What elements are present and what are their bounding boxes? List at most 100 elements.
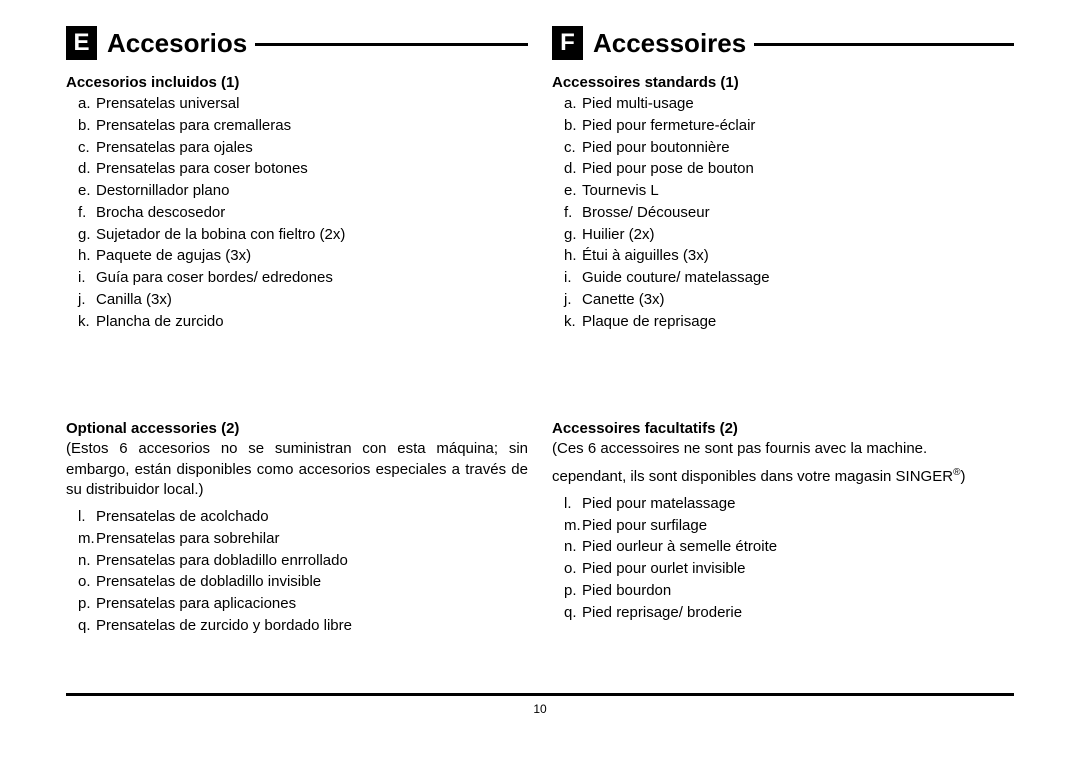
list-item-label: p.	[564, 580, 582, 602]
optional-note: (Estos 6 accesorios no se suministran co…	[66, 439, 528, 500]
list-item: n.Pied ourleur à semelle étroite	[564, 536, 1014, 558]
list-item-label: b.	[564, 115, 582, 137]
list-item-text: Prensatelas de dobladillo invisible	[96, 571, 321, 593]
list-item-text: Prensatelas para aplicaciones	[96, 593, 296, 615]
section-title-row: F Accessoires	[552, 26, 1014, 60]
section-title: Accesorios	[107, 28, 247, 59]
list-item-text: Pied multi-usage	[582, 93, 694, 115]
list-item: j.Canilla (3x)	[78, 289, 528, 311]
list-item: o.Pied pour ourlet invisible	[564, 558, 1014, 580]
list-item-text: Tournevis L	[582, 180, 659, 202]
list-item-text: Pied pour boutonnière	[582, 137, 730, 159]
optional-note-line2: cependant, ils sont disponibles dans vot…	[552, 466, 1014, 487]
optional-list: l.Prensatelas de acolchadom.Prensatelas …	[78, 506, 528, 637]
list-item: m.Pied pour surfilage	[564, 515, 1014, 537]
list-item-text: Guide couture/ matelassage	[582, 267, 770, 289]
list-item-label: p.	[78, 593, 96, 615]
list-item-text: Prensatelas para dobladillo enrrollado	[96, 550, 348, 572]
list-item: q.Pied reprisage/ broderie	[564, 602, 1014, 624]
list-item: e.Tournevis L	[564, 180, 1014, 202]
list-item-text: Prensatelas para coser botones	[96, 158, 308, 180]
list-item-text: Destornillador plano	[96, 180, 229, 202]
page-number: 10	[66, 702, 1014, 716]
list-item-label: c.	[78, 137, 96, 159]
list-item: j.Canette (3x)	[564, 289, 1014, 311]
list-item-text: Prensatelas para ojales	[96, 137, 253, 159]
list-item-label: q.	[564, 602, 582, 624]
list-item: d.Pied pour pose de bouton	[564, 158, 1014, 180]
list-item-label: n.	[78, 550, 96, 572]
list-item-label: l.	[78, 506, 96, 528]
manual-page: E Accesorios Accesorios incluidos (1) a.…	[0, 0, 1080, 716]
list-item: c.Prensatelas para ojales	[78, 137, 528, 159]
list-item-text: Prensatelas universal	[96, 93, 239, 115]
list-item: m.Prensatelas para sobrehilar	[78, 528, 528, 550]
column-spanish: E Accesorios Accesorios incluidos (1) a.…	[66, 26, 540, 637]
title-rule	[754, 43, 1014, 46]
list-item: q.Prensatelas de zurcido y bordado libre	[78, 615, 528, 637]
list-item-label: f.	[78, 202, 96, 224]
included-accessories-section: Accessoires standards (1) a.Pied multi-u…	[552, 74, 1014, 332]
optional-note-line1: (Ces 6 accessoires ne sont pas fournis a…	[552, 439, 1014, 459]
list-item: b.Prensatelas para cremalleras	[78, 115, 528, 137]
list-item: c.Pied pour boutonnière	[564, 137, 1014, 159]
list-item: f.Brosse/ Découseur	[564, 202, 1014, 224]
list-item: p.Pied bourdon	[564, 580, 1014, 602]
section-title-row: E Accesorios	[66, 26, 528, 60]
optional-accessories-section: Accessoires facultatifs (2) (Ces 6 acces…	[552, 420, 1014, 623]
list-item-label: k.	[564, 311, 582, 333]
list-item: b.Pied pour fermeture-éclair	[564, 115, 1014, 137]
list-item-label: h.	[78, 245, 96, 267]
list-item-label: o.	[564, 558, 582, 580]
list-item-label: j.	[78, 289, 96, 311]
list-item-text: Paquete de agujas (3x)	[96, 245, 251, 267]
footer-rule	[66, 693, 1014, 696]
list-item-label: n.	[564, 536, 582, 558]
list-item: k.Plaque de reprisage	[564, 311, 1014, 333]
list-item-label: j.	[564, 289, 582, 311]
list-item: h.Étui à aiguilles (3x)	[564, 245, 1014, 267]
subheading-included: Accessoires standards (1)	[552, 74, 1014, 91]
list-item-text: Plaque de reprisage	[582, 311, 716, 333]
list-item: o.Prensatelas de dobladillo invisible	[78, 571, 528, 593]
language-badge-f: F	[552, 26, 583, 60]
included-accessories-section: Accesorios incluidos (1) a.Prensatelas u…	[66, 74, 528, 332]
list-item-text: Canilla (3x)	[96, 289, 172, 311]
list-item: i.Guide couture/ matelassage	[564, 267, 1014, 289]
list-item-text: Prensatelas para sobrehilar	[96, 528, 279, 550]
list-item: g.Sujetador de la bobina con fieltro (2x…	[78, 224, 528, 246]
list-item-label: i.	[78, 267, 96, 289]
list-item-text: Brosse/ Découseur	[582, 202, 710, 224]
list-item: e.Destornillador plano	[78, 180, 528, 202]
list-item-label: e.	[564, 180, 582, 202]
list-item-label: d.	[564, 158, 582, 180]
column-french: F Accessoires Accessoires standards (1) …	[540, 26, 1014, 637]
list-item: a.Pied multi-usage	[564, 93, 1014, 115]
list-item-text: Guía para coser bordes/ edredones	[96, 267, 333, 289]
list-item: p.Prensatelas para aplicaciones	[78, 593, 528, 615]
list-item-text: Prensatelas de acolchado	[96, 506, 269, 528]
list-item-text: Brocha descosedor	[96, 202, 225, 224]
list-item-label: m.	[564, 515, 582, 537]
list-item-text: Pied ourleur à semelle étroite	[582, 536, 777, 558]
list-item-text: Pied reprisage/ broderie	[582, 602, 742, 624]
list-item-label: d.	[78, 158, 96, 180]
list-item-text: Pied pour fermeture-éclair	[582, 115, 755, 137]
list-item: g.Huilier (2x)	[564, 224, 1014, 246]
list-item-text: Sujetador de la bobina con fieltro (2x)	[96, 224, 345, 246]
list-item-label: h.	[564, 245, 582, 267]
subheading-included: Accesorios incluidos (1)	[66, 74, 528, 91]
subheading-optional: Accessoires facultatifs (2)	[552, 420, 1014, 437]
list-item-label: c.	[564, 137, 582, 159]
list-item: i.Guía para coser bordes/ edredones	[78, 267, 528, 289]
list-item-text: Prensatelas para cremalleras	[96, 115, 291, 137]
two-column-layout: E Accesorios Accesorios incluidos (1) a.…	[66, 26, 1014, 637]
note-text-end: )	[960, 468, 965, 485]
list-item: n.Prensatelas para dobladillo enrrollado	[78, 550, 528, 572]
list-item-text: Étui à aiguilles (3x)	[582, 245, 709, 267]
list-item-label: o.	[78, 571, 96, 593]
list-item-label: k.	[78, 311, 96, 333]
list-item-text: Huilier (2x)	[582, 224, 655, 246]
list-item-label: a.	[564, 93, 582, 115]
optional-accessories-section: Optional accessories (2) (Estos 6 acceso…	[66, 420, 528, 636]
